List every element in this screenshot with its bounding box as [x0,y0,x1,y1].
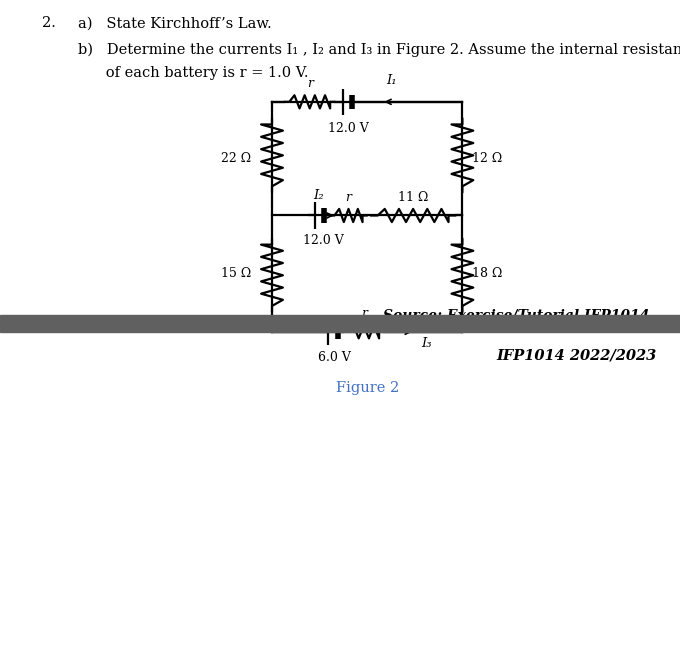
Text: 11 Ω: 11 Ω [398,191,428,204]
Text: 15 Ω: 15 Ω [222,267,252,280]
Text: Figure 2: Figure 2 [335,381,399,395]
Text: I₂: I₂ [313,189,324,202]
Text: r: r [361,307,367,320]
Bar [0,315,680,332]
Text: 2.: 2. [42,16,56,30]
Text: 18 Ω: 18 Ω [472,267,503,280]
Text: b)   Determine the currents I₁ , I₂ and I₃ in Figure 2. Assume the internal resi: b) Determine the currents I₁ , I₂ and I₃… [78,43,680,57]
Text: 12.0 V: 12.0 V [303,234,343,247]
Text: 6.0 V: 6.0 V [318,351,351,365]
Text: Source: Exercise/Tutorial IFP1014: Source: Exercise/Tutorial IFP1014 [383,309,649,323]
Text: I₁: I₁ [386,74,397,87]
Text: r: r [307,77,313,90]
Text: a)   State Kirchhoff’s Law.: a) State Kirchhoff’s Law. [78,16,272,30]
Text: r: r [345,191,352,204]
Text: of each battery is r = 1.0 V.: of each battery is r = 1.0 V. [78,66,309,79]
Text: I₃: I₃ [422,337,432,350]
Text: 22 Ω: 22 Ω [222,152,252,165]
Text: 12 Ω: 12 Ω [472,152,502,165]
Text: 12.0 V: 12.0 V [328,122,369,135]
Text: IFP1014 2022/2023: IFP1014 2022/2023 [496,348,656,362]
